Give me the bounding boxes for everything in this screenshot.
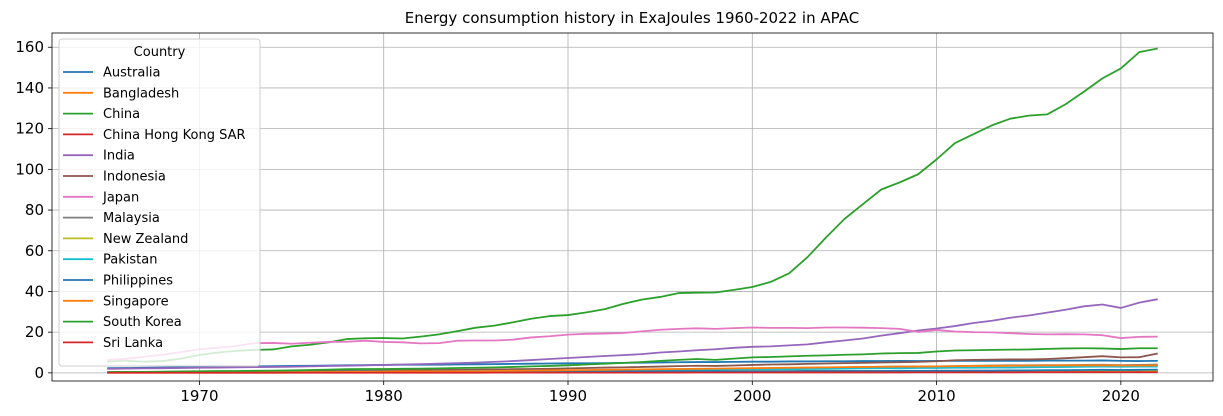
y-tick-label: 20 bbox=[25, 323, 44, 341]
legend-title: Country bbox=[134, 45, 186, 60]
legend-label: China bbox=[103, 107, 140, 122]
y-tick-label: 100 bbox=[15, 160, 44, 178]
legend-label: Japan bbox=[102, 190, 139, 205]
legend-label: Singapore bbox=[103, 294, 169, 309]
y-tick-label: 0 bbox=[34, 364, 44, 382]
legend-label: Pakistan bbox=[103, 253, 157, 268]
legend-label: Australia bbox=[103, 66, 161, 81]
y-tick-label: 80 bbox=[25, 201, 44, 219]
plot-frame bbox=[51, 32, 1214, 382]
axes: 1970 1980 1990 2000 2010 2020 0 20 40 60 80 100 120 1… bbox=[15, 32, 1214, 405]
legend-label: Indonesia bbox=[103, 170, 166, 185]
series-line-china bbox=[107, 47, 1158, 363]
y-tick-label: 120 bbox=[15, 120, 44, 138]
legend-label: China Hong Kong SAR bbox=[103, 128, 246, 143]
legend-label: Philippines bbox=[103, 274, 173, 289]
legend-label: South Korea bbox=[103, 315, 182, 330]
legend-label: India bbox=[103, 149, 135, 164]
series-line-south-korea bbox=[107, 347, 1158, 373]
legend-box bbox=[58, 38, 261, 367]
x-tick-label: 1980 bbox=[365, 387, 403, 405]
series-line-japan bbox=[107, 326, 1158, 361]
x-tick-label: 2020 bbox=[1102, 387, 1140, 405]
series-lines bbox=[107, 47, 1158, 374]
x-tick-label: 1990 bbox=[549, 387, 587, 405]
legend-label: New Zealand bbox=[103, 232, 188, 247]
legend-label: Bangladesh bbox=[103, 86, 179, 101]
x-tick-label: 1970 bbox=[180, 387, 218, 405]
legend-label: Malaysia bbox=[103, 211, 160, 226]
y-tick-label: 60 bbox=[25, 242, 44, 260]
chart-title: Energy consumption history in ExaJoules … bbox=[405, 9, 859, 27]
series-line-sri-lanka bbox=[107, 371, 1158, 374]
legend-label: Sri Lanka bbox=[103, 336, 163, 351]
y-tick-label: 40 bbox=[25, 282, 44, 300]
x-tick-label: 2000 bbox=[733, 387, 771, 405]
y-tick-label: 140 bbox=[15, 79, 44, 97]
x-tick-label: 2010 bbox=[917, 387, 955, 405]
y-tick-label: 160 bbox=[15, 38, 44, 56]
legend: Country Australia Bangladesh China China Hon… bbox=[58, 38, 261, 367]
series-line-india bbox=[107, 298, 1158, 370]
